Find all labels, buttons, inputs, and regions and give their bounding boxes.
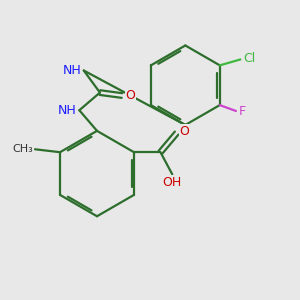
Text: CH₃: CH₃ [13,144,34,154]
Text: NH: NH [58,104,77,117]
Text: OH: OH [163,176,182,189]
Text: F: F [239,105,246,118]
Text: O: O [126,89,135,102]
Text: O: O [180,125,190,138]
Text: NH: NH [63,64,81,77]
Text: Cl: Cl [243,52,256,65]
